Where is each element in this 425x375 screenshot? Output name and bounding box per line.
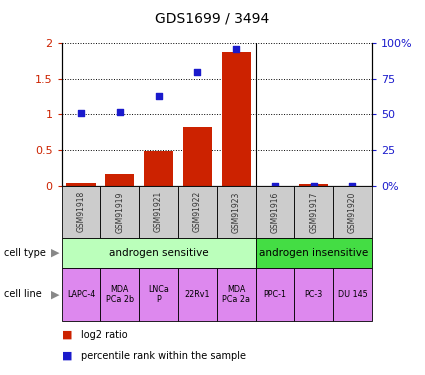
Text: ▶: ▶ — [51, 290, 60, 299]
Bar — [66, 183, 96, 186]
Text: cell type: cell type — [4, 248, 46, 258]
Text: 22Rv1: 22Rv1 — [184, 290, 210, 299]
Text: GSM91917: GSM91917 — [309, 191, 318, 232]
Text: log2 ratio: log2 ratio — [81, 330, 128, 340]
Bar — [105, 174, 134, 186]
Text: MDA
PCa 2a: MDA PCa 2a — [222, 285, 250, 304]
Text: GDS1699 / 3494: GDS1699 / 3494 — [156, 11, 269, 25]
Bar — [299, 184, 328, 186]
Text: percentile rank within the sample: percentile rank within the sample — [81, 351, 246, 361]
Point — [272, 183, 278, 189]
Text: ■: ■ — [62, 330, 72, 340]
Text: GSM91923: GSM91923 — [232, 191, 241, 232]
Text: androgen sensitive: androgen sensitive — [109, 248, 208, 258]
Text: GSM91922: GSM91922 — [193, 191, 202, 232]
Text: GSM91921: GSM91921 — [154, 191, 163, 232]
Bar — [221, 52, 251, 186]
Text: ▶: ▶ — [51, 248, 60, 258]
Text: GSM91918: GSM91918 — [76, 191, 85, 232]
Text: DU 145: DU 145 — [337, 290, 367, 299]
Text: MDA
PCa 2b: MDA PCa 2b — [106, 285, 134, 304]
Bar — [144, 152, 173, 186]
Point — [78, 110, 85, 116]
Point — [310, 183, 317, 189]
Text: GSM91916: GSM91916 — [270, 191, 279, 232]
Text: androgen insensitive: androgen insensitive — [259, 248, 368, 258]
Text: LAPC-4: LAPC-4 — [67, 290, 95, 299]
Text: ■: ■ — [62, 351, 72, 361]
Point — [194, 69, 201, 75]
Text: PPC-1: PPC-1 — [264, 290, 286, 299]
Text: cell line: cell line — [4, 290, 42, 299]
Point — [116, 108, 123, 114]
Point — [349, 183, 356, 189]
Text: LNCa
P: LNCa P — [148, 285, 169, 304]
Bar — [183, 127, 212, 186]
Text: PC-3: PC-3 — [305, 290, 323, 299]
Text: GSM91920: GSM91920 — [348, 191, 357, 232]
Point — [155, 93, 162, 99]
Text: GSM91919: GSM91919 — [115, 191, 124, 232]
Point — [233, 46, 240, 52]
